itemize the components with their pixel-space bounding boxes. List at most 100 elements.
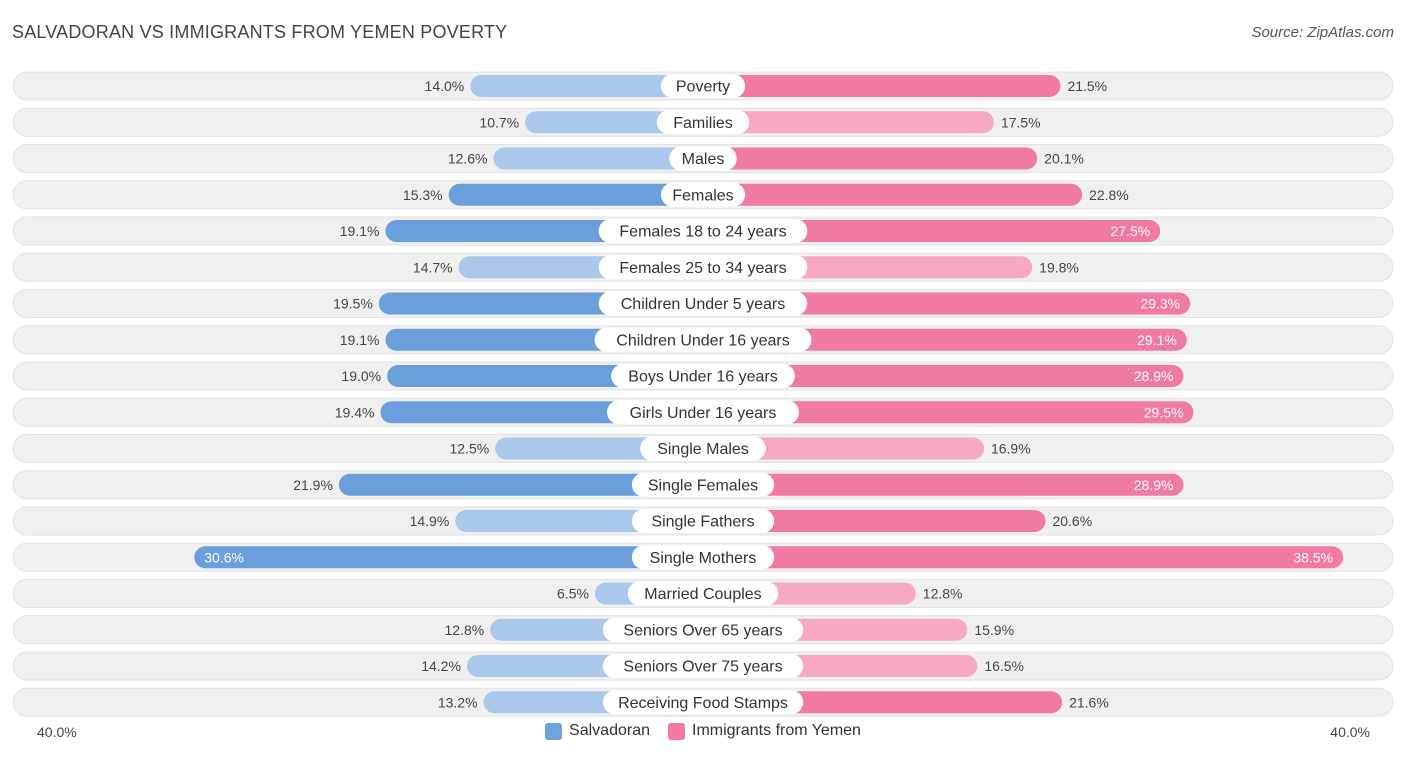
bar-yemen	[703, 111, 994, 134]
value-label-salvadoran: 6.5%	[557, 586, 589, 602]
category-pill	[607, 400, 799, 425]
bar-yemen	[703, 292, 1191, 315]
category-pill	[611, 364, 795, 388]
value-label-yemen: 20.6%	[1052, 513, 1092, 529]
category-label: Married Couples	[644, 586, 761, 603]
category-label: Children Under 16 years	[616, 332, 789, 349]
value-label-yemen: 17.5%	[1001, 114, 1041, 130]
value-label-yemen: 21.5%	[1067, 78, 1107, 94]
value-label-salvadoran: 12.5%	[449, 441, 489, 457]
bar-yemen	[703, 183, 1083, 206]
bar-yemen	[703, 510, 1046, 532]
bar-yemen	[703, 365, 1184, 387]
category-label: Girls Under 16 years	[630, 405, 777, 422]
category-label: Families	[673, 115, 733, 132]
category-label: Seniors Over 65 years	[623, 622, 782, 639]
value-label-salvadoran: 19.0%	[341, 368, 381, 384]
bar-yemen	[703, 473, 1184, 496]
bar-yemen	[703, 437, 984, 460]
value-label-yemen: 27.5%	[1110, 223, 1150, 239]
value-label-salvadoran: 30.6%	[204, 549, 244, 565]
value-label-salvadoran: 14.7%	[413, 259, 453, 275]
category-label: Seniors Over 75 years	[623, 659, 782, 676]
bar-salvadoran	[338, 473, 703, 496]
value-label-salvadoran: 19.1%	[340, 223, 380, 239]
category-pill	[640, 436, 766, 461]
value-label-yemen: 29.5%	[1144, 404, 1184, 420]
category-pill	[602, 690, 804, 715]
bar-yemen	[703, 75, 1061, 97]
value-label-yemen: 29.1%	[1137, 332, 1177, 348]
bar-salvadoran	[470, 75, 703, 97]
poverty-chart: 14.0% 21.5% Poverty 10.7% 17.5% Families 12.6%…	[12, 71, 1394, 717]
axis-right-label: 40.0%	[1330, 724, 1370, 740]
category-label: Females 25 to 34 years	[619, 260, 786, 277]
value-label-salvadoran: 14.9%	[410, 513, 450, 529]
category-pill	[602, 654, 804, 678]
category-pill	[631, 545, 775, 570]
category-label: Single Females	[648, 477, 758, 494]
category-pill	[660, 182, 746, 207]
category-pill	[594, 327, 812, 352]
category-label: Children Under 5 years	[621, 296, 786, 313]
bar-yemen	[703, 328, 1187, 351]
value-label-yemen: 19.8%	[1039, 259, 1079, 275]
value-label-salvadoran: 19.5%	[333, 296, 373, 312]
legend-item-yemen[interactable]: Immigrants from Yemen	[668, 722, 861, 740]
value-label-yemen: 28.9%	[1134, 477, 1174, 493]
axis-left-label: 40.0%	[37, 724, 77, 740]
category-label: Single Fathers	[651, 514, 754, 531]
value-label-yemen: 20.1%	[1044, 151, 1084, 167]
value-label-salvadoran: 13.2%	[438, 694, 478, 710]
value-label-salvadoran: 12.6%	[448, 151, 488, 167]
legend-label-yemen: Immigrants from Yemen	[692, 722, 861, 739]
category-label: Receiving Food Stamps	[618, 695, 788, 712]
bar-yemen	[703, 220, 1161, 242]
category-pill	[598, 291, 808, 316]
category-pill	[627, 581, 779, 606]
value-label-yemen: 38.5%	[1293, 549, 1333, 565]
value-label-salvadoran: 19.1%	[340, 332, 380, 348]
bar-yemen	[703, 401, 1194, 424]
bar-yemen	[703, 147, 1038, 170]
value-label-salvadoran: 14.0%	[425, 78, 465, 94]
value-label-yemen: 16.9%	[991, 441, 1031, 457]
category-label: Single Mothers	[650, 550, 757, 567]
category-pill	[598, 219, 808, 243]
value-label-salvadoran: 15.3%	[403, 187, 443, 203]
bar-salvadoran	[194, 546, 703, 569]
value-label-yemen: 22.8%	[1089, 187, 1129, 203]
category-pill	[602, 617, 804, 642]
category-pill	[631, 509, 775, 533]
value-label-salvadoran: 21.9%	[293, 477, 333, 493]
legend-item-salvadoran[interactable]: Salvadoran	[545, 722, 650, 740]
category-pill	[598, 255, 808, 280]
category-label: Males	[682, 151, 725, 168]
value-label-salvadoran: 12.8%	[444, 622, 484, 638]
bar-salvadoran	[493, 147, 703, 170]
bar-salvadoran	[448, 183, 703, 206]
chart-title: SALVADORAN VS IMMIGRANTS FROM YEMEN POVE…	[12, 22, 508, 42]
legend-swatch-salvadoran	[545, 722, 563, 740]
bar-yemen	[703, 546, 1344, 569]
source-text: Source: ZipAtlas.com	[1251, 24, 1394, 41]
value-label-yemen: 16.5%	[984, 658, 1024, 674]
legend-swatch-yemen	[668, 722, 685, 740]
category-label: Single Males	[657, 441, 749, 458]
legend: Salvadoran Immigrants from Yemen	[0, 722, 1406, 740]
value-label-salvadoran: 19.4%	[335, 404, 375, 420]
legend-label-salvadoran: Salvadoran	[569, 722, 650, 739]
category-pill	[660, 74, 746, 98]
category-label: Poverty	[676, 79, 730, 96]
value-label-yemen: 12.8%	[923, 586, 963, 602]
category-label: Females 18 to 24 years	[619, 224, 786, 241]
value-label-yemen: 28.9%	[1134, 368, 1174, 384]
category-label: Boys Under 16 years	[628, 369, 777, 386]
category-pill	[669, 146, 737, 171]
value-label-yemen: 21.6%	[1069, 694, 1109, 710]
category-pill	[631, 472, 775, 497]
category-label: Females	[672, 187, 733, 204]
value-label-yemen: 15.9%	[974, 622, 1014, 638]
category-pill	[656, 110, 750, 135]
value-label-salvadoran: 14.2%	[421, 658, 461, 674]
